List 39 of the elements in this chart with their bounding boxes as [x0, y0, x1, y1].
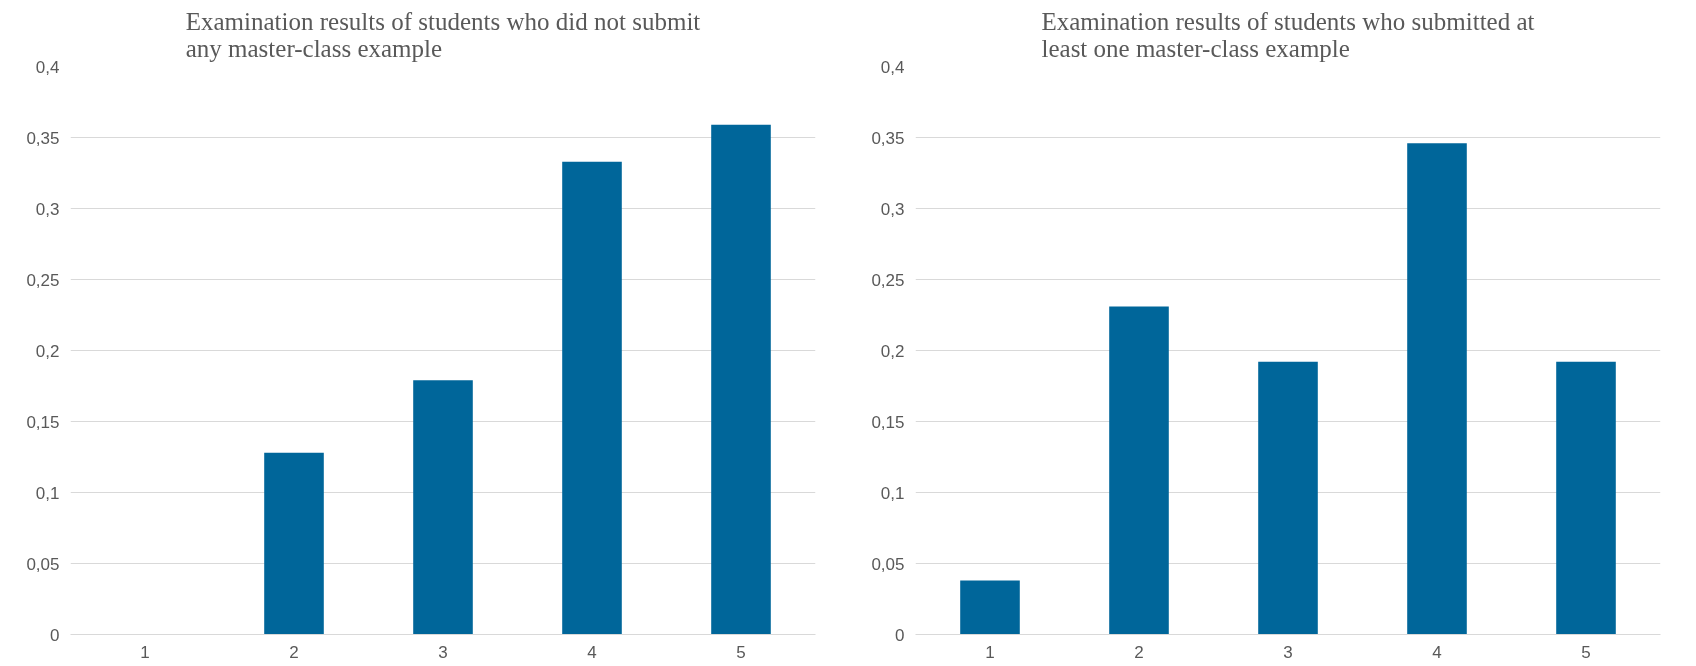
x-tick-label: 5 [1581, 642, 1591, 662]
y-tick-label: 0,1 [880, 483, 905, 503]
y-tick-label: 0,05 [871, 554, 905, 574]
y-tick-label: 0,15 [871, 412, 905, 432]
y-tick-label: 0,4 [35, 57, 60, 77]
x-tick-label: 2 [1134, 642, 1144, 662]
x-tick-label: 4 [587, 642, 597, 662]
y-tick-label: 0 [895, 625, 905, 645]
bar [1556, 361, 1616, 635]
x-tick-label: 1 [985, 642, 995, 662]
y-tick-label: 0,35 [871, 128, 905, 148]
x-tick-label: 1 [140, 642, 150, 662]
y-tick-label: 0,1 [35, 483, 60, 503]
y-tick-label: 0,3 [35, 199, 60, 219]
bar [711, 124, 771, 635]
bar [562, 161, 622, 635]
bar [1407, 143, 1467, 635]
x-tick-label: 3 [438, 642, 448, 662]
x-tick-label: 3 [1283, 642, 1293, 662]
chart-title: Examination results of students who did not submit any master-class example [185, 7, 701, 62]
y-tick-label: 0,2 [880, 341, 905, 361]
y-tick-label: 0,25 [871, 270, 905, 290]
y-tick-label: 0,4 [880, 57, 905, 77]
bar [1109, 306, 1169, 635]
y-tick-label: 0,15 [26, 412, 60, 432]
y-tick-label: 0,05 [26, 554, 60, 574]
y-tick-label: 0,25 [26, 270, 60, 290]
y-tick-label: 0,35 [26, 128, 60, 148]
x-tick-label: 5 [736, 642, 746, 662]
y-tick-label: 0,3 [880, 199, 905, 219]
y-tick-label: 0,2 [35, 341, 60, 361]
bar [413, 380, 473, 635]
x-tick-label: 4 [1432, 642, 1442, 662]
bar [960, 580, 1020, 635]
bar [1258, 361, 1318, 635]
chart-title: Examination results of students who submitted at least one master-class example [1041, 7, 1535, 62]
x-tick-label: 2 [289, 642, 299, 662]
bar [264, 452, 324, 635]
y-tick-label: 0 [50, 625, 60, 645]
